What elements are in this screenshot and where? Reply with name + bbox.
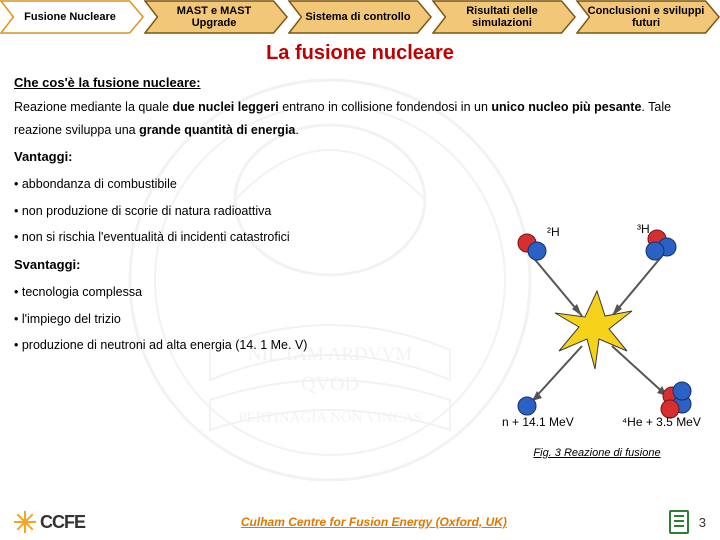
svg-text:PERTINAGIA NON VINCAS: PERTINAGIA NON VINCAS — [238, 410, 422, 426]
svg-text:QVOD: QVOD — [301, 373, 359, 395]
nav-label: MAST e MAST Upgrade — [154, 5, 274, 29]
footer-box-icon — [669, 510, 689, 534]
slide-title: La fusione nucleare — [0, 42, 720, 65]
fusion-diagram: ²H ³H ⁴He + 3.5 MeV n + 14.1 MeV — [487, 221, 707, 431]
page-number: 3 — [699, 515, 706, 530]
svg-text:⁴He + 3.5 MeV: ⁴He + 3.5 MeV — [622, 415, 701, 429]
figure-caption: Fig. 3 Reazione di fusione — [482, 443, 712, 464]
ccfe-text: CCFE — [40, 512, 85, 533]
section-text: Reazione mediante la quale due nuclei le… — [14, 96, 706, 144]
svg-text:²H: ²H — [547, 225, 560, 239]
nav-label: Sistema di controllo — [305, 11, 410, 23]
nav-item-2[interactable]: MAST e MAST Upgrade — [144, 0, 288, 34]
svg-text:n + 14.1 MeV: n + 14.1 MeV — [502, 415, 574, 429]
list-item: • abbondanza di combustibile — [14, 173, 706, 197]
slide-content: Che cos'è la fusione nucleare: Reazione … — [0, 71, 720, 358]
footer: CCFE Culham Centre for Fusion Energy (Ox… — [0, 510, 720, 534]
sun-icon — [14, 511, 36, 533]
nav-label: Risultati delle simulazioni — [442, 5, 562, 29]
footer-center: Culham Centre for Fusion Energy (Oxford,… — [85, 515, 663, 529]
figure-block: ²H ³H ⁴He + 3.5 MeV n + 14.1 MeV Fig. 3 … — [482, 221, 712, 481]
svg-text:³H: ³H — [637, 222, 650, 236]
nav-label: Fusione Nucleare — [24, 11, 116, 23]
advantages-head: Vantaggi: — [14, 145, 706, 170]
nav-item-5[interactable]: Conclusioni e sviluppi futuri — [576, 0, 720, 34]
nav-item-1[interactable]: Fusione Nucleare — [0, 0, 144, 34]
nav-item-4[interactable]: Risultati delle simulazioni — [432, 0, 576, 34]
ccfe-logo: CCFE — [14, 511, 85, 533]
list-item: • non produzione di scorie di natura rad… — [14, 200, 706, 224]
nav-item-3[interactable]: Sistema di controllo — [288, 0, 432, 34]
nav-label: Conclusioni e sviluppi futuri — [586, 5, 706, 29]
section-head: Che cos'è la fusione nucleare: — [14, 71, 706, 96]
nav-bar: Fusione Nucleare MAST e MAST Upgrade Sis… — [0, 0, 720, 34]
